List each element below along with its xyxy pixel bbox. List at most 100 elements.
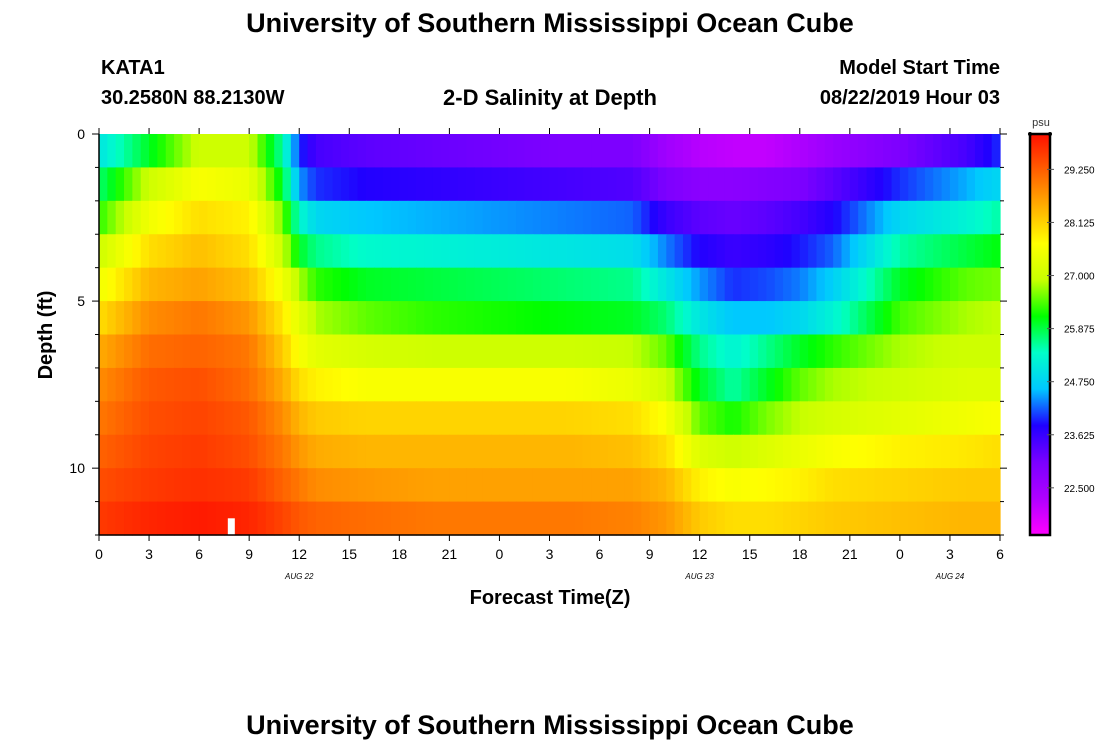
heatmap-cell [524, 401, 534, 436]
heatmap-cell [783, 401, 793, 436]
heatmap-cell [824, 301, 834, 336]
heatmap-cell [407, 267, 417, 302]
heatmap-cell [374, 234, 384, 269]
heatmap-cell [124, 234, 133, 269]
heatmap-cell [816, 501, 826, 536]
heatmap-cell [849, 401, 859, 436]
heatmap-cell [766, 401, 776, 436]
heatmap-cell [190, 367, 200, 402]
heatmap-cell [774, 267, 784, 302]
heatmap-cell [157, 267, 167, 302]
heatmap-cell [466, 434, 476, 469]
colorbar-tick-label: 24.750 [1064, 378, 1095, 389]
heatmap-cell [332, 134, 342, 169]
heatmap-cell [491, 501, 501, 536]
heatmap-cell [491, 434, 501, 469]
heatmap-cell [991, 434, 1001, 469]
heatmap-cell [357, 167, 367, 202]
heatmap-cell [758, 434, 767, 469]
heatmap-cell [774, 401, 784, 436]
heatmap-cell [758, 267, 767, 302]
heatmap-cell [315, 234, 325, 269]
heatmap-cell [699, 334, 709, 369]
heatmap-cell [557, 501, 567, 536]
heatmap-cell [974, 367, 984, 402]
heatmap-cell [157, 434, 167, 469]
colorbar-unit: psu [1032, 117, 1050, 129]
heatmap-cell [908, 167, 918, 202]
heatmap-cell [766, 301, 776, 336]
heatmap-cell [457, 501, 467, 536]
heatmap-cell [916, 267, 926, 302]
heatmap-cell [124, 267, 133, 302]
heatmap-cell [149, 301, 158, 336]
heatmap-cell [324, 267, 334, 302]
heatmap-cell [808, 200, 818, 235]
heatmap-cell [766, 501, 776, 536]
heatmap-cell [399, 434, 409, 469]
heatmap-cell [215, 267, 225, 302]
heatmap-cell [582, 167, 592, 202]
heatmap-cell [966, 434, 976, 469]
heatmap-cell [741, 367, 751, 402]
x-tick-label: 6 [996, 546, 1004, 562]
heatmap-cell [691, 434, 701, 469]
station-coords: 30.2580N 88.2130W [101, 87, 285, 109]
heatmap-cell [307, 200, 317, 235]
heatmap-cell [766, 267, 776, 302]
heatmap-cell [374, 468, 384, 503]
heatmap-cell [949, 367, 959, 402]
heatmap-cell [115, 200, 125, 235]
heatmap-cell [332, 367, 342, 402]
heatmap-cell [274, 501, 284, 536]
heatmap-cell [799, 501, 809, 536]
heatmap-cell [682, 434, 692, 469]
heatmap-cell [891, 234, 901, 269]
heatmap-cell [190, 234, 200, 269]
heatmap-cell [424, 234, 434, 269]
heatmap-cell [532, 468, 542, 503]
heatmap-cell [833, 501, 843, 536]
heatmap-cell [457, 234, 467, 269]
heatmap-cell [833, 301, 843, 336]
heatmap-cell [491, 334, 501, 369]
heatmap-cell [215, 301, 225, 336]
y-axis: 0 5 10 [69, 126, 1007, 536]
heatmap-cell [949, 301, 959, 336]
heatmap-cell [549, 401, 559, 436]
heatmap-cell [399, 401, 409, 436]
heatmap-cell [766, 434, 776, 469]
heatmap-cell [115, 501, 125, 536]
heatmap-cell [908, 334, 918, 369]
heatmap-cell [933, 167, 943, 202]
heatmap-cell [432, 200, 442, 235]
plot-title: 2-D Salinity at Depth [443, 85, 657, 110]
heatmap-cell [340, 200, 350, 235]
heatmap-cell [224, 434, 234, 469]
heatmap-cell [240, 501, 250, 536]
heatmap-cell [774, 167, 784, 202]
heatmap-cell [157, 134, 167, 169]
heatmap-cell [716, 267, 726, 302]
heatmap-cell [908, 434, 918, 469]
heatmap-cell [165, 234, 175, 269]
heatmap-cell [199, 367, 209, 402]
heatmap-cell [424, 267, 434, 302]
heatmap-cell [115, 401, 125, 436]
heatmap-cell [607, 501, 617, 536]
heatmap-cell [933, 200, 943, 235]
heatmap-cell [774, 501, 784, 536]
heatmap-cell [357, 434, 367, 469]
heatmap-cell [140, 367, 150, 402]
heatmap-cell [390, 401, 400, 436]
heatmap-cell [591, 401, 601, 436]
heatmap-cell [741, 167, 751, 202]
heatmap-cell [232, 134, 242, 169]
heatmap-cell [899, 267, 909, 302]
heatmap-cell [374, 301, 384, 336]
heatmap-cell [199, 301, 209, 336]
heatmap-cell [399, 200, 409, 235]
heatmap-cell [682, 468, 692, 503]
heatmap-cell [390, 167, 400, 202]
heatmap-cell [516, 301, 526, 336]
